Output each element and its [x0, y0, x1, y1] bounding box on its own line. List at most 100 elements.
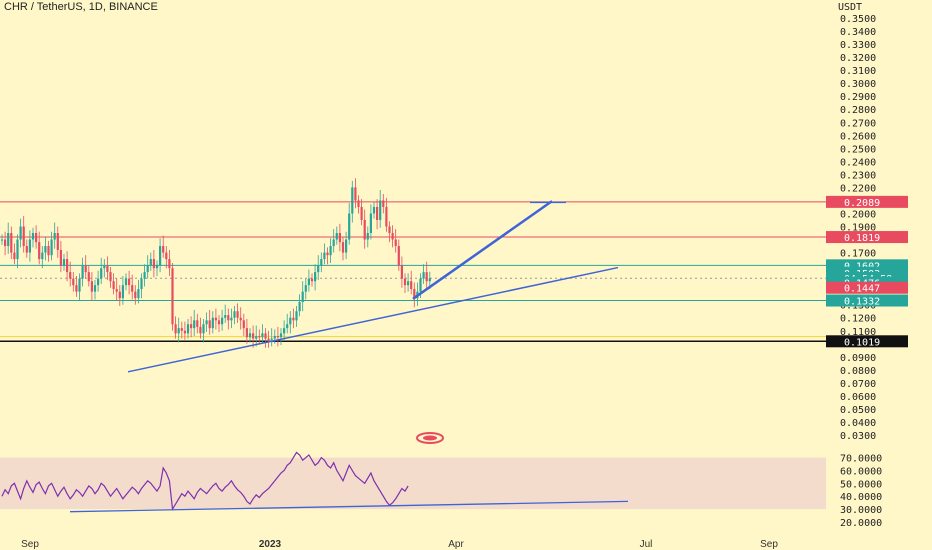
candle-body: [168, 259, 171, 269]
candle-body: [332, 239, 335, 247]
time-axis-label: Jul: [640, 539, 653, 550]
candle-body: [320, 259, 323, 266]
price-tick-label: 0.3500: [840, 14, 876, 25]
candle-body: [394, 239, 397, 247]
candle-body: [146, 265, 149, 273]
candle-body: [62, 259, 66, 266]
candle-body: [276, 335, 279, 338]
candle-body: [376, 206, 379, 220]
price-tick-label: 0.2900: [840, 92, 876, 103]
price-unit: USDT: [838, 2, 862, 13]
candle-body: [134, 291, 137, 299]
rsi-trendline: [69, 500, 629, 513]
price-tick-label: 0.3300: [840, 40, 876, 51]
price-tick-label: 0.2600: [840, 131, 876, 142]
price-badge: [826, 281, 908, 294]
candle-body: [261, 333, 264, 338]
candle-body: [13, 252, 16, 260]
candle-body: [307, 278, 310, 286]
candle-body: [50, 239, 53, 256]
rsi-tick-label: 20.0000: [840, 518, 882, 529]
candle-body: [270, 338, 273, 340]
candle-body: [267, 338, 270, 340]
candle-body: [419, 278, 422, 292]
candle-body: [264, 333, 267, 339]
candle-body: [84, 265, 87, 273]
candle-body: [128, 278, 131, 286]
candle-body: [382, 200, 385, 207]
candle-body: [345, 239, 348, 253]
candle-body: [159, 246, 162, 266]
price-badge: [826, 231, 908, 244]
candle-body: [248, 333, 252, 338]
candle-body: [53, 233, 56, 240]
candle-body: [103, 265, 106, 269]
rsi-tick-label: 60.0000: [840, 466, 882, 477]
event-marker[interactable]: [416, 432, 444, 444]
price-tick-label: 0.0600: [840, 392, 876, 403]
candle-body: [407, 281, 410, 286]
candle-body: [258, 335, 261, 338]
candle-body: [183, 330, 186, 334]
candle-body: [388, 226, 391, 234]
candle-body: [143, 272, 146, 279]
candle-body: [165, 252, 168, 260]
price-tick-label: 0.2300: [840, 170, 876, 181]
candle-body: [41, 252, 44, 260]
candle-body: [140, 278, 143, 290]
candle-body: [329, 246, 332, 256]
candle-body: [314, 272, 317, 282]
candle-body: [78, 278, 81, 292]
candle-body: [354, 187, 357, 201]
candle-body: [47, 246, 50, 256]
candle-body: [205, 320, 208, 325]
candle-body: [177, 328, 180, 334]
candle-body: [403, 278, 407, 286]
candle-body: [242, 320, 245, 329]
candle-body: [31, 233, 35, 240]
candle-body: [118, 291, 121, 299]
candle-body: [137, 289, 140, 299]
time-axis-label: Sep: [760, 539, 778, 550]
candle-body: [385, 206, 388, 227]
candle-body: [149, 259, 152, 266]
candle-body: [16, 239, 19, 260]
candle-body: [180, 328, 183, 331]
price-badge-label: 0.1332: [844, 297, 880, 308]
candle-body: [124, 278, 128, 286]
chart-title: CHR / TetherUS, 1D, BINANCE: [4, 1, 158, 13]
candle-body: [0, 239, 4, 241]
price-tick-label: 0.0400: [840, 418, 876, 429]
candle-body: [66, 259, 69, 273]
candle-body: [72, 278, 75, 286]
candle-body: [351, 187, 354, 214]
candle-body: [208, 320, 211, 329]
time-axis-label: Sep: [21, 539, 39, 550]
candle-body: [93, 285, 97, 292]
candle-body: [289, 317, 292, 325]
price-tick-label: 0.1200: [840, 314, 876, 325]
candle-body: [224, 315, 227, 318]
candle-body: [25, 246, 28, 253]
price-badge-label: 0.1819: [844, 233, 880, 244]
candle-body: [255, 335, 258, 339]
candle-body: [131, 285, 134, 292]
projection-arrow: [412, 200, 553, 300]
time-axis-label: Apr: [448, 539, 464, 550]
candle-body: [428, 278, 431, 282]
candle-body: [369, 213, 372, 234]
candle-body: [221, 317, 224, 325]
candle-body: [326, 252, 329, 256]
candle-body: [171, 268, 174, 325]
candle-body: [410, 281, 413, 290]
price-badge-label: 0.1447: [844, 284, 880, 295]
price-tick-label: 0.3400: [840, 27, 876, 38]
rsi-line: [1, 451, 409, 511]
candle-body: [239, 317, 242, 321]
candle-body: [90, 281, 93, 292]
candle-body: [174, 324, 177, 334]
candle-body: [341, 242, 345, 253]
candle-body: [286, 324, 289, 329]
candle-body: [372, 206, 376, 214]
